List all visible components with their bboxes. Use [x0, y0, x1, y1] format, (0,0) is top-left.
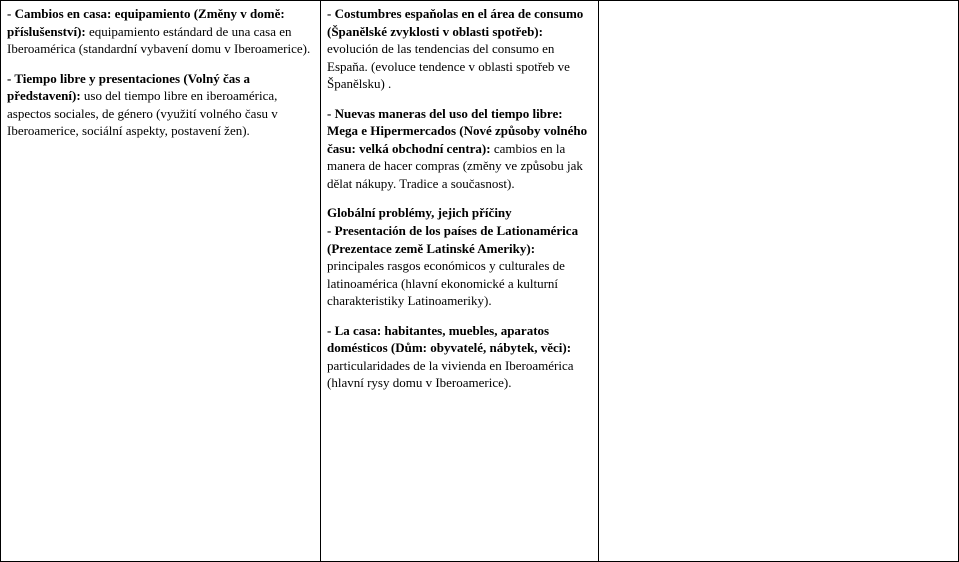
column-1: - Cambios en casa: equipamiento (Změny v…: [1, 1, 321, 562]
col2-para-3: Globální problémy, jejich příčiny - Pres…: [327, 204, 592, 309]
col1-para-2: - Tiempo libre y presentaciones (Volný č…: [7, 70, 314, 140]
column-2: - Costumbres espaňolas en el área de con…: [321, 1, 599, 562]
col2-p1-bold: - Costumbres espaňolas en el área de con…: [327, 6, 583, 39]
col1-para-1: - Cambios en casa: equipamiento (Změny v…: [7, 5, 314, 58]
col2-p3-bold2: - Presentación de los países de Lationam…: [327, 223, 578, 256]
column-3: [599, 1, 959, 562]
col2-p3-rest: principales rasgos económicos y cultural…: [327, 258, 565, 308]
col2-para-1: - Costumbres espaňolas en el área de con…: [327, 5, 592, 93]
col2-p1-rest: evolución de las tendencias del consumo …: [327, 41, 570, 91]
col2-para-2: - Nuevas maneras del uso del tiempo libr…: [327, 105, 592, 193]
col2-p4-rest: particularidades de la vivienda en Ibero…: [327, 358, 574, 391]
col2-para-4: - La casa: habitantes, muebles, aparatos…: [327, 322, 592, 392]
document-table: - Cambios en casa: equipamiento (Změny v…: [0, 0, 959, 562]
col2-p3-bold1: Globální problémy, jejich příčiny: [327, 205, 512, 220]
col2-p4-bold: - La casa: habitantes, muebles, aparatos…: [327, 323, 571, 356]
table-row: - Cambios en casa: equipamiento (Změny v…: [1, 1, 959, 562]
